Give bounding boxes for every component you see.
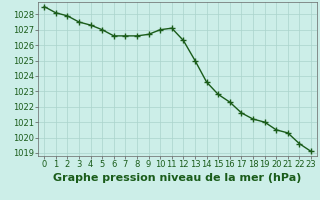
X-axis label: Graphe pression niveau de la mer (hPa): Graphe pression niveau de la mer (hPa) (53, 173, 302, 183)
